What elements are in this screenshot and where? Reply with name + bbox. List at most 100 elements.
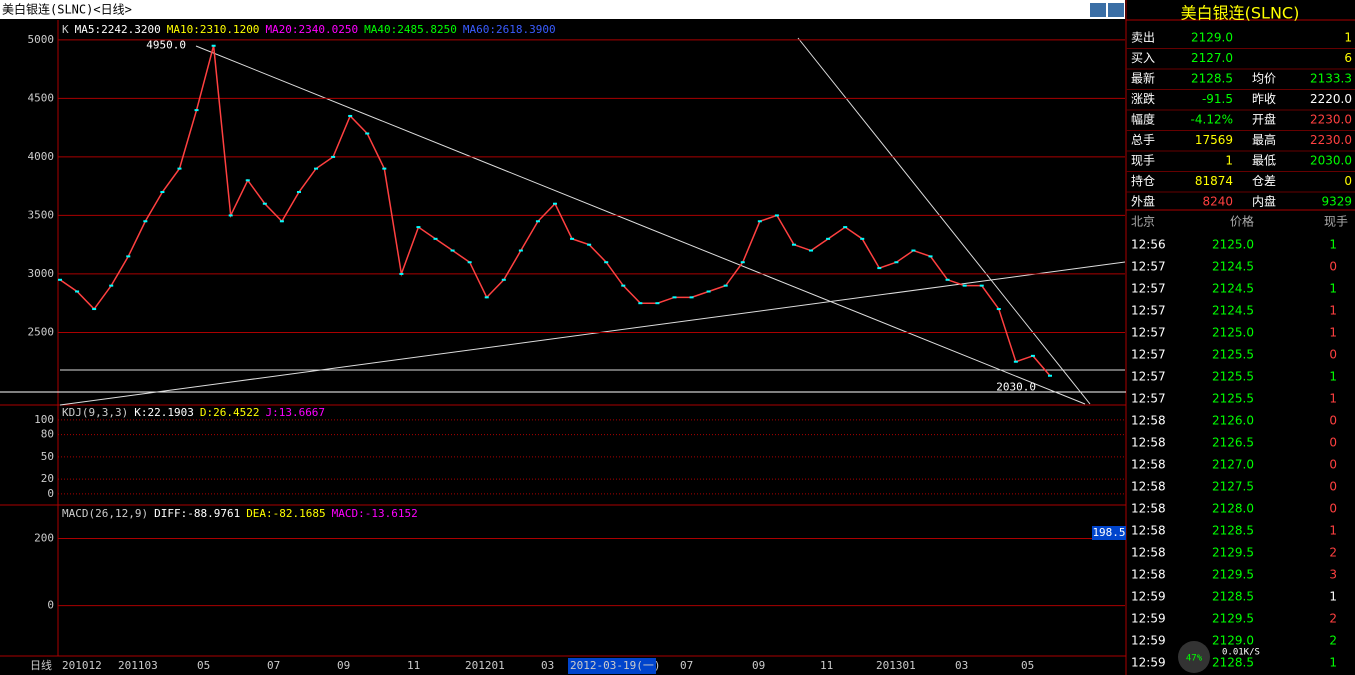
tick-time: 12:58: [1131, 502, 1166, 516]
tick-vol: 1: [1329, 656, 1337, 670]
x-tick-label: 2012-03-19(一): [570, 659, 660, 672]
legend-entry: MACD:-13.6152: [332, 507, 418, 520]
x-tick-label: 09: [337, 659, 350, 672]
candle: [638, 302, 643, 305]
tick-time: 12:58: [1131, 414, 1166, 428]
tick-price: 2128.0: [1212, 502, 1254, 516]
tick-vol: 1: [1329, 304, 1337, 318]
quote-cell: 2127.0: [1191, 51, 1233, 65]
tick-time: 12:58: [1131, 436, 1166, 450]
quote-cell: 外盘: [1131, 194, 1155, 209]
quote-cell: 8240: [1202, 195, 1233, 209]
quote-cell: 1: [1344, 31, 1352, 45]
candle: [979, 284, 984, 287]
x-tick-label: 11: [820, 659, 833, 672]
quote-cell: 1: [1225, 154, 1233, 168]
tick-vol: 1: [1329, 370, 1337, 384]
candle: [450, 249, 455, 252]
tick-time: 12:57: [1131, 304, 1166, 318]
tick-time: 12:57: [1131, 260, 1166, 274]
quote-cell: 2129.0: [1191, 31, 1233, 45]
legend-entry: DEA:-82.1685: [246, 507, 325, 520]
legend-entry: MACD(26,12,9): [62, 507, 148, 520]
prev-button[interactable]: [1090, 3, 1106, 17]
x-tick-label: 201012: [62, 659, 102, 672]
candle: [553, 202, 557, 205]
candle: [570, 237, 575, 240]
candle: [843, 226, 848, 229]
quote-cell: 最新: [1131, 71, 1155, 86]
candle: [211, 44, 216, 47]
tick-price: 2125.5: [1212, 348, 1254, 362]
price-marker: [1092, 526, 1126, 540]
quote-cell: 昨收: [1252, 92, 1276, 106]
candle: [518, 249, 523, 252]
tick-price: 2129.0: [1212, 634, 1254, 648]
quote-cell: 总手: [1131, 133, 1155, 147]
tick-price: 2125.5: [1212, 392, 1254, 406]
y-tick-label: 3000: [28, 267, 55, 280]
candle: [177, 167, 182, 170]
tick-time: 12:59: [1131, 656, 1166, 670]
tick-time: 12:57: [1131, 282, 1166, 296]
quote-cell: 持仓: [1131, 173, 1155, 188]
trend-line: [59, 261, 1126, 406]
quote-cell: 内盘: [1252, 194, 1276, 209]
quote-cell: 2230.0: [1310, 113, 1352, 127]
quote-cell: 最高: [1252, 132, 1276, 147]
legend-entry: KDJ(9,3,3): [62, 406, 128, 419]
tick-price: 2125.0: [1212, 326, 1254, 340]
tick-vol: 3: [1329, 568, 1337, 582]
y-tick-label: 0: [47, 599, 54, 612]
quote-cell: 0: [1344, 174, 1352, 188]
period-label: 日线: [30, 658, 52, 672]
tick-header: 北京: [1131, 215, 1155, 229]
candle: [143, 220, 148, 223]
tick-vol: 2: [1329, 634, 1337, 648]
candle: [774, 214, 779, 217]
quote-cell: 2133.3: [1310, 72, 1352, 86]
quote-title: 美白银连(SLNC): [1181, 4, 1300, 23]
candle: [894, 261, 899, 264]
candle: [962, 284, 967, 287]
tick-price: 2127.0: [1212, 458, 1254, 472]
x-tick-label: 09: [752, 659, 765, 672]
tick-time: 12:59: [1131, 612, 1166, 626]
candle: [109, 284, 114, 287]
candle: [809, 249, 814, 252]
quote-cell: 仓差: [1252, 174, 1276, 188]
candle: [194, 109, 199, 112]
candle: [689, 296, 694, 299]
price-marker-label: 198.5: [1092, 526, 1125, 539]
x-tick-label: 11: [407, 659, 420, 672]
tick-price: 2127.5: [1212, 480, 1254, 494]
tick-price: 2128.5: [1212, 656, 1254, 670]
trend-line: [797, 37, 1091, 405]
candle: [58, 278, 62, 281]
quote-cell: 开盘: [1252, 112, 1276, 127]
candle: [535, 220, 540, 223]
x-tick-label: 201301: [876, 659, 916, 672]
tick-price: 2124.5: [1212, 282, 1254, 296]
quote-cell: 2230.0: [1310, 133, 1352, 147]
candle: [928, 255, 933, 258]
tick-time: 12:57: [1131, 326, 1166, 340]
quote-cell: 9329: [1321, 195, 1352, 209]
tick-time: 12:58: [1131, 524, 1166, 538]
y-tick-label: 2500: [28, 325, 55, 338]
tick-time: 12:58: [1131, 480, 1166, 494]
candle: [621, 284, 626, 287]
candle: [1048, 374, 1052, 377]
legend-entry: K: [62, 23, 69, 36]
candle: [399, 272, 404, 275]
tick-price: 2128.5: [1212, 524, 1254, 538]
y-tick-label: 20: [41, 472, 54, 485]
y-tick-label: 3500: [28, 208, 55, 221]
legend-entry: MA10:2310.1200: [167, 23, 260, 36]
next-button[interactable]: [1108, 3, 1124, 17]
tick-time: 12:58: [1131, 546, 1166, 560]
title-bar: [0, 0, 1125, 19]
candle: [75, 290, 80, 293]
candle: [314, 167, 319, 170]
